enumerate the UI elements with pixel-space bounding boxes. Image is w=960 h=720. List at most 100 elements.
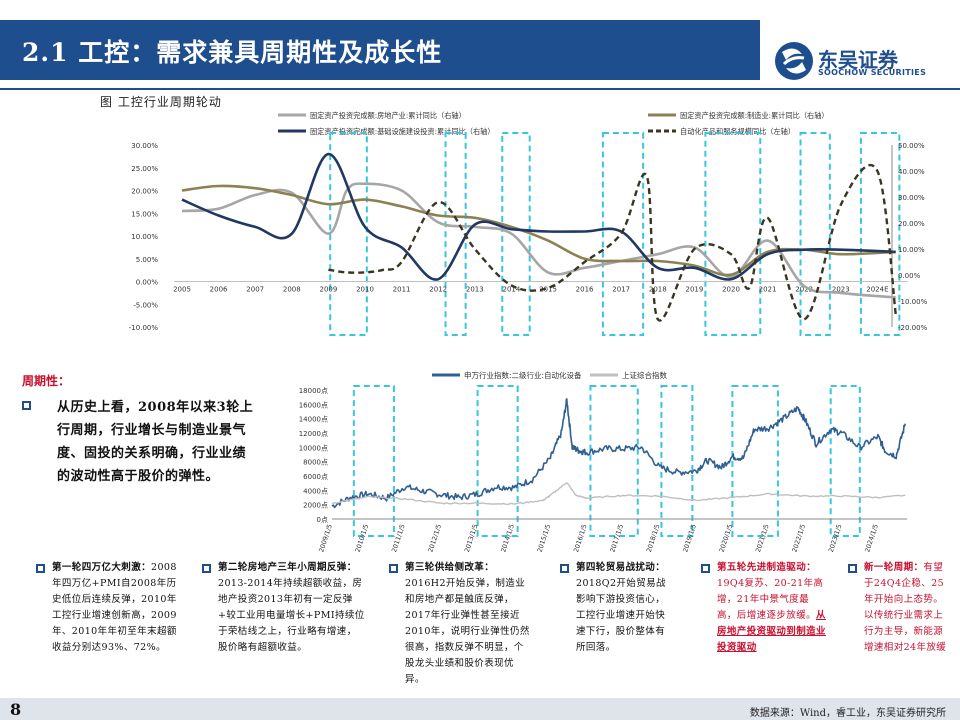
round-text: 2008年四万亿+PMI自2008年历史低位后连续反弹，2010年工控行业增速创… [52, 562, 177, 653]
y-tick-label: 25.00% [131, 165, 158, 173]
round-title: 第四轮贸易战扰动： [576, 562, 666, 573]
logo-subtitle: SOOCHOW SECURITIES [818, 68, 927, 77]
x-tick-label: 2011 [393, 286, 411, 294]
y-tick-label: 12000点 [299, 430, 328, 438]
cycle-highlight-box [329, 132, 368, 336]
round-5-box: 第五轮先进制造驱动： 19Q4复苏、20-21年高增，21年中景气度最高，后增速逐… [701, 560, 827, 656]
square-bullet-icon [701, 564, 710, 573]
x-tick-label: 2009/1/5 [317, 523, 334, 552]
y-tick-label: 2000点 [303, 502, 328, 510]
round-2-box: 第二轮房地产三年小周期反弹： 2013-2014年持续超额收益，房地产投资2013… [202, 560, 366, 656]
round-title: 第一轮四万亿大刺激： [52, 562, 152, 573]
cycle-highlight-box [799, 132, 831, 336]
x-tick-label: 2005 [173, 286, 191, 294]
x-tick-label: 2011/1/5 [390, 523, 407, 552]
round-title: 第五轮先进制造驱动： [717, 562, 817, 573]
legend-label: 固定资产投资完成额:基础设施建设投资:累计同比（右轴） [310, 127, 495, 136]
cycle-chart: 固定资产投资完成额:房地产业:累计同比（右轴） 固定资产投资完成额:制造业:累计同… [129, 111, 928, 336]
legend-label: 固定资产投资完成额:房地产业:累计同比（右轴） [310, 111, 466, 120]
y-tick-label: 5.00% [136, 256, 159, 264]
x-tick-label: 2018 [649, 286, 667, 294]
y2-tick-label: -20.00% [898, 324, 928, 332]
y-tick-label: 14000点 [299, 416, 328, 424]
y-tick-label: 10.00% [131, 233, 158, 241]
legend-item: 固定资产投资完成额:房地产业:累计同比（右轴） [278, 111, 466, 120]
y2-tick-label: 50.00% [898, 142, 925, 150]
x-tick-label: 2022 [795, 286, 813, 294]
series-line-2 [181, 184, 896, 277]
y-tick-label: 0.00% [136, 279, 159, 287]
y-tick-label: 30.00% [131, 142, 158, 150]
cyclicality-text: 从历史上看，2008年以来3轮上行周期，行业增长与制造业景气度、固投的关系明确，… [57, 400, 254, 484]
square-bullet-icon [848, 564, 857, 573]
round-title: 第三轮供给侧改革： [405, 562, 495, 573]
y2-tick-label: 30.00% [898, 194, 925, 202]
x-tick-label: 2022/1/5 [790, 523, 807, 552]
header-rule [0, 88, 960, 90]
round-text: 2018Q2开始贸易战影响下游投资信心，工控行业增速开始快速下行，股价整体有所回… [576, 578, 666, 653]
x-tick-label: 2023 [832, 286, 850, 294]
legend-item: 上证综合指数 [590, 370, 667, 380]
y2-tick-label: -10.00% [898, 298, 928, 306]
square-bullet-icon [36, 564, 45, 573]
x-tick-label: 2012/1/5 [426, 523, 443, 552]
cycle-highlight-box [476, 385, 519, 537]
x-tick-label: 2014/1/5 [499, 523, 516, 552]
x-tick-label: 2008 [283, 286, 301, 294]
x-tick-label: 2018/1/5 [645, 523, 662, 552]
y-tick-label: 15.00% [131, 210, 158, 218]
legend-item: 固定资产投资完成额:制造业:累计同比（右轴） [648, 111, 829, 120]
logo-text: 东吴证券 [818, 48, 898, 72]
cycle-highlight-box [352, 385, 395, 537]
y-tick-label: 18000点 [299, 387, 328, 395]
legend-item: 自动化产品和服务规模同比（左轴） [648, 127, 795, 136]
series-line-1 [181, 182, 896, 299]
data-source: 数据来源：Wind，睿工业，东吴证券研究所 [749, 708, 946, 719]
x-tick-label: 2017/1/5 [608, 523, 625, 552]
round-text: 2013-2014年持续超额收益，房地产投资2013年初有一定反弹+较工业用电量… [218, 578, 365, 653]
x-tick-label: 2014 [502, 286, 520, 294]
y2-tick-label: 20.00% [898, 220, 925, 228]
y2-tick-label: 40.00% [898, 168, 925, 176]
cyclicality-heading: 周期性： [22, 374, 71, 388]
x-tick-label: 2015 [539, 286, 557, 294]
legend-label: 自动化产品和服务规模同比（左轴） [680, 127, 795, 136]
y-tick-label: 0点 [317, 516, 328, 524]
cycle-highlight-box [601, 132, 645, 336]
y-tick-label: 10000点 [299, 444, 328, 452]
y-tick-label: 20.00% [131, 188, 158, 196]
series-line-1 [331, 398, 907, 509]
round-title: 新一轮周期： [864, 562, 924, 573]
x-tick-label: 2009 [319, 286, 337, 294]
cycle-highlight-box [589, 385, 639, 537]
round-text: 有望于24Q4企稳、25年开始向上态势。以传统行业需求上行为主导，新能源增速相对… [864, 562, 947, 653]
figure-caption: 图 工控行业周期轮动 [100, 95, 222, 109]
square-bullet-icon [22, 401, 31, 410]
x-tick-label: 2010 [356, 286, 374, 294]
chart-legend: 申万行业指数:二级行业:自动化设备 上证综合指数 [432, 370, 667, 380]
x-tick-label: 2021/1/5 [754, 523, 771, 552]
chart-legend: 固定资产投资完成额:房地产业:累计同比（右轴） 固定资产投资完成额:制造业:累计同… [278, 111, 829, 136]
round-text: 19Q4复苏、20-21年高增，21年中景气度最高，后增速逐步放缓。 [717, 578, 824, 621]
round-1-box: 第一轮四万亿大刺激：2008年四万亿+PMI自2008年历史低位后连续反弹，20… [36, 560, 184, 656]
x-tick-label: 2013/1/5 [463, 523, 480, 552]
y-tick-label: 4000点 [303, 487, 328, 495]
x-tick-label: 2006 [210, 286, 228, 294]
round-emphasis: 从房地产投资驱动到制造业投资驱动 [717, 610, 826, 653]
cycle-highlight-box [444, 132, 467, 336]
cycle-highlight-box [731, 385, 779, 537]
round-6-box: 新一轮周期：有望于24Q4企稳、25年开始向上态势。以传统行业需求上行为主导，新… [848, 560, 952, 656]
x-tick-label: 2021 [759, 286, 777, 294]
x-tick-label: 2024/1/5 [863, 523, 880, 552]
x-tick-label: 2007 [246, 286, 264, 294]
y-tick-label: -5.00% [133, 301, 158, 309]
cycle-highlight-box [660, 385, 694, 537]
y2-tick-label: 0.00% [898, 272, 921, 280]
x-tick-label: 2023/1/5 [827, 523, 844, 552]
series-line-3 [181, 152, 896, 281]
square-bullet-icon [202, 564, 211, 573]
y2-tick-label: 10.00% [898, 246, 925, 254]
y-tick-label: 8000点 [303, 459, 328, 467]
y-tick-label: -10.00% [129, 324, 159, 332]
footer-bar [0, 698, 960, 720]
